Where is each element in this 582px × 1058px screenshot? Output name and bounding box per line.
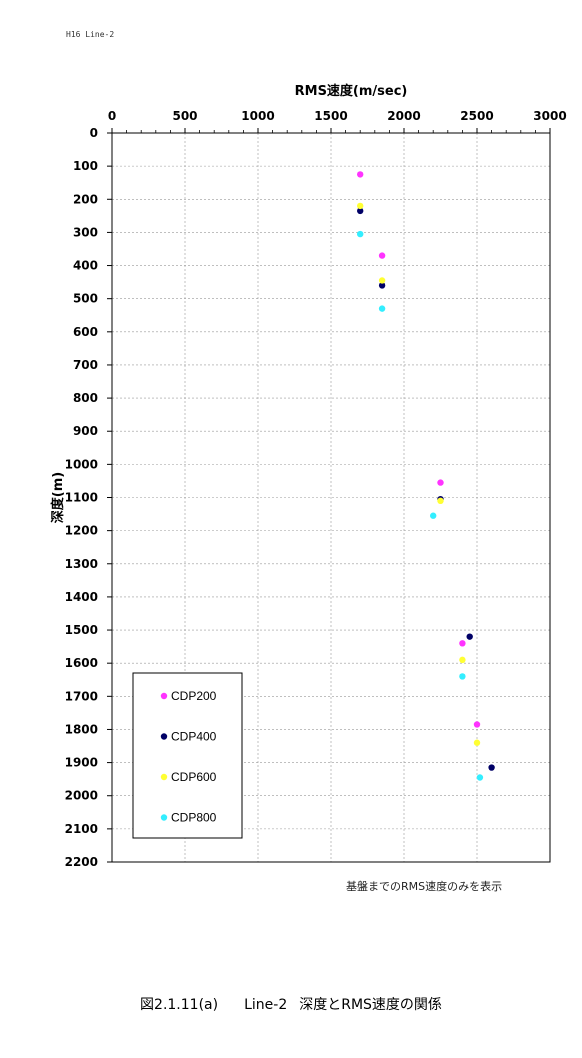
x-tick-label: 3000 xyxy=(533,109,566,123)
data-point-cdp600 xyxy=(357,202,364,210)
y-tick-label: 500 xyxy=(73,292,98,306)
x-tick-label: 2000 xyxy=(387,109,420,123)
data-point-cdp800 xyxy=(430,512,437,519)
x-axis-title: RMS速度(m/sec) xyxy=(295,83,408,99)
x-tick-label: 1000 xyxy=(241,109,274,123)
legend-marker-cdp800 xyxy=(160,814,168,821)
y-axis-title: 深度(m) xyxy=(50,472,66,523)
legend: CDP200 CDP400 CDP600 CDP800 xyxy=(132,672,243,839)
legend-label-cdp800: CDP800 xyxy=(171,811,217,825)
figure-number: 図2.1.11(a) xyxy=(140,997,219,1013)
chart-note: 基盤までのRMS速度のみを表示 xyxy=(346,880,503,893)
x-tick-label: 500 xyxy=(172,109,197,123)
y-tick-label: 2100 xyxy=(65,822,98,836)
data-point-cdp600 xyxy=(459,656,466,664)
data-point-cdp200 xyxy=(357,171,364,178)
y-tick-label: 1500 xyxy=(65,623,98,637)
y-tick-label: 900 xyxy=(73,424,98,438)
y-tick-label: 2000 xyxy=(65,789,98,803)
data-point-cdp200 xyxy=(437,479,444,486)
y-tick-label: 1000 xyxy=(65,457,98,471)
y-tick-label: 1300 xyxy=(65,557,98,571)
caption-title: 深度とRMS速度の関係 xyxy=(299,997,442,1013)
x-tick-label: 0 xyxy=(108,109,116,123)
legend-label-cdp600: CDP600 xyxy=(171,770,217,784)
legend-marker-cdp600 xyxy=(160,773,168,781)
data-point-cdp200 xyxy=(378,252,386,259)
legend-marker-cdp400 xyxy=(160,733,168,740)
y-tick-label: 200 xyxy=(73,192,98,206)
legend-marker-cdp200 xyxy=(160,692,168,700)
data-point-cdp600 xyxy=(378,277,386,284)
data-point-cdp200 xyxy=(459,640,466,647)
x-tick-label: 1500 xyxy=(314,109,347,123)
data-point-cdp800 xyxy=(459,673,466,680)
data-point-cdp600 xyxy=(473,739,481,746)
y-tick-label: 400 xyxy=(73,259,98,273)
y-tick-label: 1700 xyxy=(65,689,98,703)
y-tick-label: 1100 xyxy=(65,491,98,505)
y-tick-label: 600 xyxy=(73,325,98,339)
header-label: H16 Line-2 xyxy=(66,30,115,39)
y-tick-label: 0 xyxy=(90,126,98,140)
data-point-cdp800 xyxy=(357,230,364,238)
x-tick-label: 2500 xyxy=(460,109,493,123)
y-tick-label: 1600 xyxy=(65,656,98,670)
y-tick-label: 800 xyxy=(73,391,98,405)
depth-velocity-chart: 0 500 1000 1500 2000 2500 3000 0 100 200 300 400 50… xyxy=(50,83,567,869)
data-point-cdp600 xyxy=(437,497,444,505)
data-point-cdp200 xyxy=(473,721,481,728)
data-point-cdp400 xyxy=(378,282,386,289)
caption-line: Line-2 xyxy=(244,997,288,1013)
data-point-cdp800 xyxy=(378,305,386,312)
y-tick-label: 1800 xyxy=(65,722,98,736)
y-tick-label: 300 xyxy=(73,225,98,239)
y-tick-label: 1400 xyxy=(65,590,98,604)
data-point-cdp800 xyxy=(476,774,484,781)
data-point-cdp400 xyxy=(488,764,495,771)
y-tick-label: 100 xyxy=(73,159,98,173)
y-tick-label: 2200 xyxy=(65,855,98,869)
y-tick-label: 1200 xyxy=(65,524,98,538)
x-axis: 0 500 1000 1500 2000 2500 3000 xyxy=(108,109,567,133)
figure-caption: 図2.1.11(a) Line-2 深度とRMS速度の関係 xyxy=(0,994,582,1014)
data-point-cdp400 xyxy=(357,207,364,215)
legend-label-cdp200: CDP200 xyxy=(171,689,217,703)
data-points xyxy=(357,171,495,781)
y-tick-label: 1900 xyxy=(65,756,98,770)
data-point-cdp400 xyxy=(466,633,473,640)
y-axis: 0 100 200 300 400 500 600 700 800 900 1000 1100 1200… xyxy=(65,126,112,869)
legend-label-cdp400: CDP400 xyxy=(171,730,217,744)
legend-box xyxy=(132,672,243,839)
y-tick-label: 700 xyxy=(73,358,98,372)
